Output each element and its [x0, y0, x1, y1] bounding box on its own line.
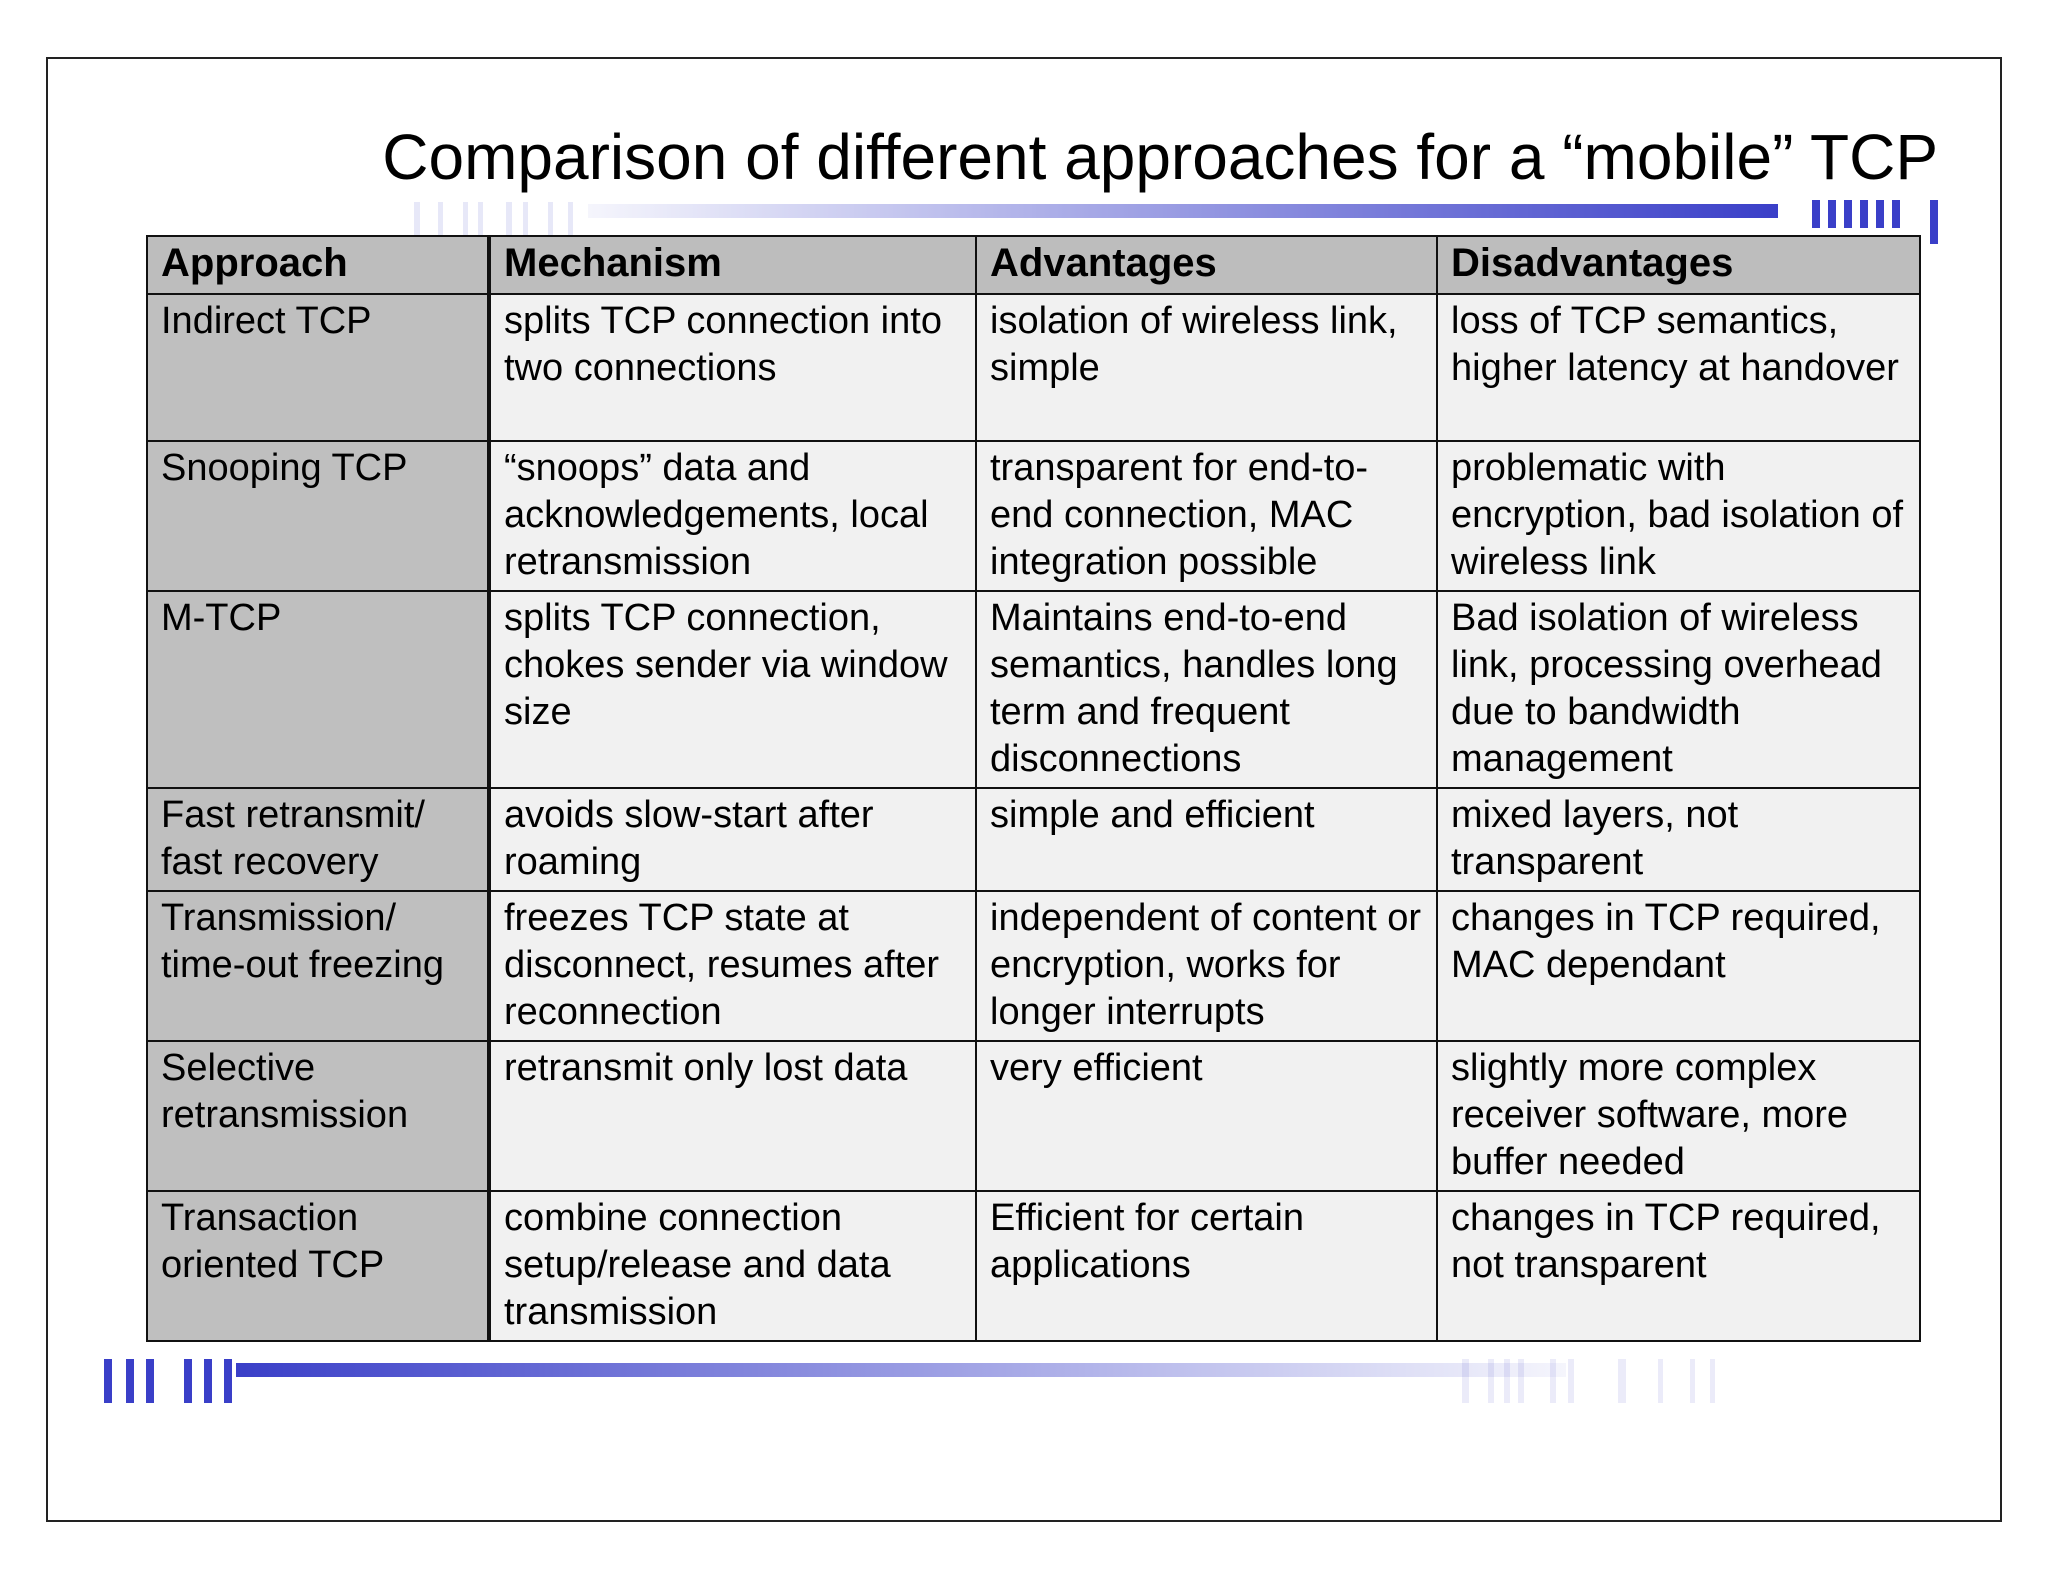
cell-disadvantages: mixed layers, not transparent [1436, 787, 1921, 892]
cell-approach: Transmission/ time-out freezing [146, 890, 491, 1042]
cell-disadvantages: loss of TCP semantics, higher latency at… [1436, 293, 1921, 442]
cell-advantages: simple and efficient [975, 787, 1438, 892]
comparison-table: Approach Mechanism Advantages Disadvanta… [146, 235, 1921, 1342]
slide-title: Comparison of different approaches for a… [382, 121, 1938, 193]
cell-approach: Selective retransmission [146, 1040, 491, 1192]
bottom-decorative-bar [104, 1359, 1715, 1403]
table-row: Snooping TCP “snoops” data and acknowled… [146, 440, 1921, 592]
cell-advantages: independent of content or encryption, wo… [975, 890, 1438, 1042]
slide-frame [46, 57, 2002, 1522]
header-disadvantages: Disadvantages [1436, 235, 1921, 295]
cell-approach: Indirect TCP [146, 293, 491, 442]
cell-disadvantages: problematic with encryption, bad isolati… [1436, 440, 1921, 592]
cell-mechanism: combine connection setup/release and dat… [488, 1190, 977, 1342]
header-approach: Approach [146, 235, 491, 295]
table-row: M-TCP splits TCP connection, chokes send… [146, 590, 1921, 789]
cell-mechanism: avoids slow-start after roaming [488, 787, 977, 892]
cell-disadvantages: Bad isolation of wireless link, processi… [1436, 590, 1921, 789]
table-row: Selective retransmission retransmit only… [146, 1040, 1921, 1192]
cell-disadvantages: changes in TCP required, not transparent [1436, 1190, 1921, 1342]
cell-approach: Fast retransmit/ fast recovery [146, 787, 491, 892]
cell-mechanism: “snoops” data and acknowledgements, loca… [488, 440, 977, 592]
top-decorative-bar [414, 200, 1938, 244]
cell-advantages: Efficient for certain applications [975, 1190, 1438, 1342]
cell-approach: M-TCP [146, 590, 491, 789]
cell-advantages: transparent for end-to-end connection, M… [975, 440, 1438, 592]
cell-disadvantages: changes in TCP required, MAC dependant [1436, 890, 1921, 1042]
table-row: Fast retransmit/ fast recovery avoids sl… [146, 787, 1921, 892]
header-mechanism: Mechanism [488, 235, 977, 295]
cell-mechanism: splits TCP connection into two connectio… [488, 293, 977, 442]
table-header-row: Approach Mechanism Advantages Disadvanta… [146, 235, 1921, 295]
table-row: Indirect TCP splits TCP connection into … [146, 293, 1921, 442]
cell-advantages: isolation of wireless link, simple [975, 293, 1438, 442]
table-row: Transaction oriented TCP combine connect… [146, 1190, 1921, 1342]
header-advantages: Advantages [975, 235, 1438, 295]
cell-mechanism: splits TCP connection, chokes sender via… [488, 590, 977, 789]
cell-disadvantages: slightly more complex receiver software,… [1436, 1040, 1921, 1192]
cell-advantages: Maintains end-to-end semantics, handles … [975, 590, 1438, 789]
cell-advantages: very efficient [975, 1040, 1438, 1192]
cell-approach: Transaction oriented TCP [146, 1190, 491, 1342]
cell-mechanism: retransmit only lost data [488, 1040, 977, 1192]
cell-mechanism: freezes TCP state at disconnect, resumes… [488, 890, 977, 1042]
cell-approach: Snooping TCP [146, 440, 491, 592]
table-row: Transmission/ time-out freezing freezes … [146, 890, 1921, 1042]
